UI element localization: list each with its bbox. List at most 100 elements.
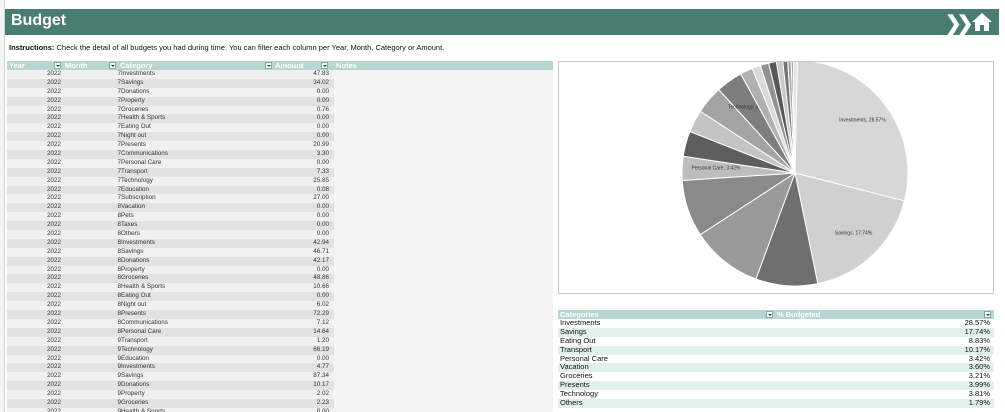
cell-amount[interactable]: 66.19 bbox=[313, 345, 329, 353]
cell-category[interactable]: Eating Out bbox=[121, 292, 151, 300]
cell-category[interactable]: Property bbox=[121, 265, 145, 273]
cell-amount[interactable]: 0.00 bbox=[316, 114, 329, 122]
cell-notes[interactable] bbox=[334, 283, 553, 293]
cell-category[interactable]: Groceries bbox=[121, 274, 149, 282]
cell-amount[interactable]: 0.00 bbox=[316, 407, 329, 412]
cell-category[interactable]: Groceries bbox=[121, 105, 149, 113]
cell-month[interactable]: 7 bbox=[117, 114, 121, 122]
table-row[interactable]: 2022 8 Pets 0.00 bbox=[7, 212, 553, 222]
cell-notes[interactable] bbox=[334, 265, 553, 275]
cell-month[interactable]: 9 bbox=[117, 407, 121, 412]
cell-amount[interactable]: 0.00 bbox=[316, 96, 329, 104]
pie-slice[interactable] bbox=[699, 171, 796, 280]
category-row[interactable]: Savings 17.74% bbox=[558, 327, 994, 337]
cell-amount[interactable]: 0.00 bbox=[316, 203, 329, 211]
table-row[interactable]: 2022 9 Investments 4.77 bbox=[7, 363, 553, 373]
table-row[interactable]: 2022 7 Property 0.00 bbox=[7, 96, 553, 106]
cell-category[interactable]: Pets bbox=[121, 212, 134, 220]
filter-dropdown-categories[interactable] bbox=[766, 311, 773, 318]
cell-month[interactable]: 9 bbox=[117, 363, 121, 371]
cell-amount[interactable]: 2.23 bbox=[316, 398, 329, 406]
cell-category[interactable]: Technology bbox=[121, 176, 153, 184]
table-row[interactable]: 2022 8 Taxes 0.00 bbox=[7, 221, 553, 231]
cell-amount[interactable]: 0.00 bbox=[316, 132, 329, 140]
cell-year[interactable]: 2022 bbox=[47, 105, 62, 113]
cell-amount[interactable]: 20.99 bbox=[313, 141, 329, 149]
cell-year[interactable]: 2022 bbox=[47, 96, 62, 104]
cell-category[interactable]: Groceries bbox=[121, 398, 149, 406]
cell-notes[interactable] bbox=[334, 292, 553, 302]
table-row[interactable]: 2022 9 Education 0.00 bbox=[7, 354, 553, 364]
table-row[interactable]: 2022 7 Subscription 27.00 bbox=[7, 194, 553, 204]
table-row[interactable]: 2022 7 Transport 7.33 bbox=[7, 167, 553, 177]
cell-category[interactable]: Transport bbox=[121, 167, 148, 175]
cell-year[interactable]: 2022 bbox=[47, 87, 62, 95]
table-row[interactable]: 2022 7 Donations 0.00 bbox=[7, 87, 553, 97]
cell-year[interactable]: 2022 bbox=[47, 310, 62, 318]
cell-notes[interactable] bbox=[334, 176, 553, 186]
category-row[interactable]: Technology 3.81% bbox=[558, 389, 994, 400]
cell-amount[interactable]: 0.00 bbox=[316, 265, 329, 273]
cell-category[interactable]: Education bbox=[121, 354, 150, 362]
cell-category[interactable]: Vacation bbox=[121, 203, 146, 211]
table-row[interactable]: 2022 7 Savings 34.02 bbox=[7, 78, 553, 88]
table-row[interactable]: 2022 8 Savings 46.71 bbox=[7, 247, 553, 257]
cell-amount[interactable]: 0.00 bbox=[316, 158, 329, 166]
cell-notes[interactable] bbox=[334, 114, 553, 124]
cell-notes[interactable] bbox=[334, 310, 553, 319]
cell-category[interactable]: Donations bbox=[121, 256, 150, 264]
cell-amount[interactable]: 0.00 bbox=[316, 230, 329, 238]
cell-month[interactable]: 8 bbox=[117, 265, 121, 273]
cell-amount[interactable]: 42.17 bbox=[313, 256, 329, 264]
cell-year[interactable]: 2022 bbox=[47, 398, 62, 406]
cell-month[interactable]: 9 bbox=[117, 398, 121, 406]
cell-year[interactable]: 2022 bbox=[47, 185, 62, 193]
cell-category[interactable]: Taxes bbox=[121, 221, 138, 229]
cell-year[interactable]: 2022 bbox=[47, 301, 62, 309]
cell-amount[interactable]: 0.08 bbox=[316, 185, 329, 193]
cell-notes[interactable] bbox=[334, 390, 553, 399]
cell-amount[interactable]: 0.76 bbox=[316, 105, 329, 113]
cell-amount[interactable]: 0.00 bbox=[316, 212, 329, 220]
cell-year[interactable]: 2022 bbox=[47, 167, 62, 175]
cell-month[interactable]: 7 bbox=[117, 141, 121, 149]
table-row[interactable]: 2022 8 Property 0.00 bbox=[7, 265, 553, 275]
cell-category[interactable]: Presents bbox=[121, 310, 146, 318]
cell-month[interactable]: 7 bbox=[117, 123, 121, 131]
cell-month[interactable]: 9 bbox=[117, 372, 121, 380]
cell-amount[interactable]: 4.77 bbox=[316, 363, 329, 371]
cell-year[interactable]: 2022 bbox=[47, 318, 62, 326]
cell-notes[interactable] bbox=[334, 212, 553, 222]
cell-amount[interactable]: 10.17 bbox=[313, 381, 329, 389]
cell-year[interactable]: 2022 bbox=[47, 381, 62, 389]
cell-month[interactable]: 7 bbox=[117, 132, 121, 140]
cell-year[interactable]: 2022 bbox=[47, 203, 62, 211]
cell-category[interactable]: Night out bbox=[121, 301, 147, 309]
cell-category[interactable]: Donations bbox=[121, 87, 150, 95]
table-row[interactable]: 2022 7 Health & Sports 0.00 bbox=[7, 114, 553, 124]
table-row[interactable]: 2022 9 Health & Sports 0.00 bbox=[7, 407, 553, 412]
cell-year[interactable]: 2022 bbox=[47, 292, 62, 300]
category-row[interactable]: Others 1.79% bbox=[558, 398, 994, 408]
cell-category[interactable]: Health & Sports bbox=[121, 283, 166, 291]
cell-amount[interactable]: 46.71 bbox=[313, 247, 329, 255]
table-row[interactable]: 2022 9 Groceries 2.23 bbox=[7, 398, 553, 408]
cell-year[interactable]: 2022 bbox=[47, 132, 62, 140]
table-row[interactable]: 2022 7 Investments 47.83 bbox=[7, 70, 553, 79]
cell-month[interactable]: 8 bbox=[117, 230, 121, 238]
cell-category[interactable]: Savings bbox=[121, 78, 144, 86]
cell-year[interactable]: 2022 bbox=[47, 221, 62, 229]
cell-category[interactable]: Communications bbox=[121, 150, 168, 158]
cell-notes[interactable] bbox=[334, 318, 553, 328]
cell-amount[interactable]: 25.85 bbox=[313, 176, 329, 184]
pie-slice[interactable] bbox=[794, 172, 906, 285]
cell-amount[interactable]: 48.86 bbox=[313, 274, 329, 282]
cell-notes[interactable] bbox=[334, 158, 553, 168]
cell-year[interactable]: 2022 bbox=[47, 176, 62, 184]
cell-month[interactable]: 7 bbox=[117, 78, 121, 86]
cell-category[interactable]: Health & Sports bbox=[121, 407, 166, 412]
cell-amount[interactable]: 7.12 bbox=[316, 318, 329, 326]
cell-month[interactable]: 7 bbox=[117, 96, 121, 104]
cell-notes[interactable] bbox=[334, 247, 553, 257]
cell-category[interactable]: Others bbox=[121, 230, 140, 238]
